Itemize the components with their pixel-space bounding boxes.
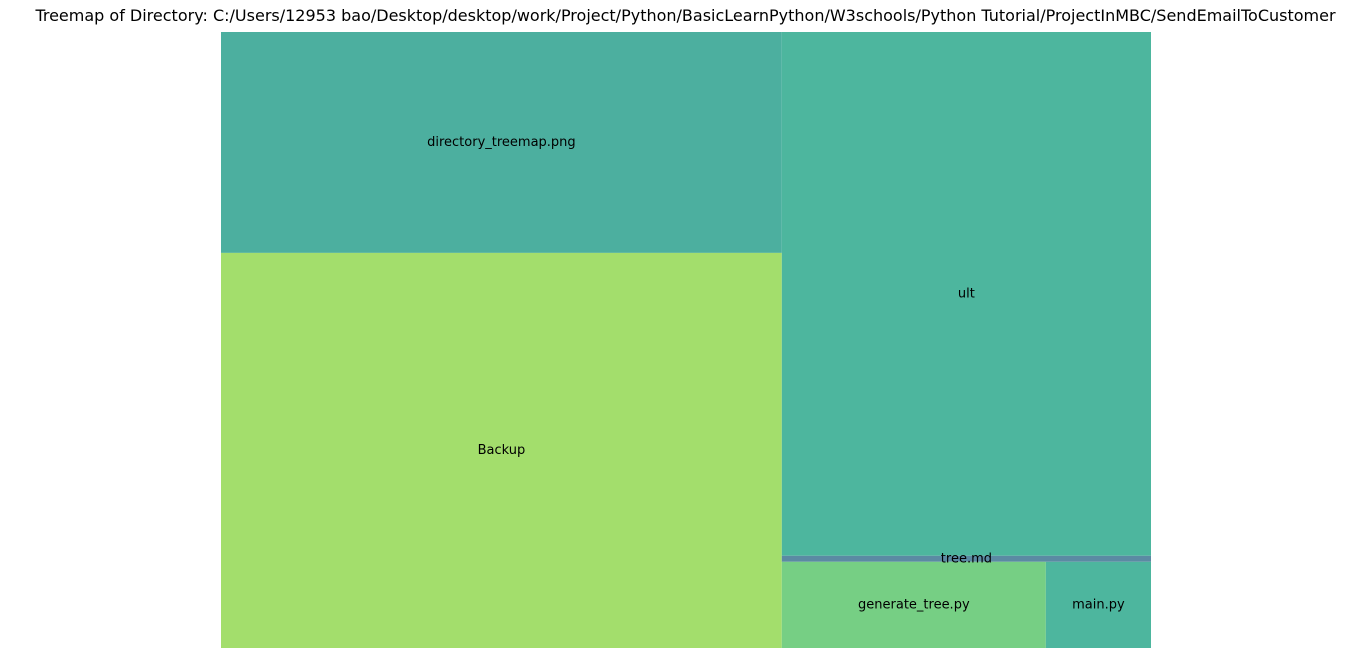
tile-directory-treemap-png [221, 32, 782, 253]
tile-backup [221, 252, 782, 649]
tile-label-main-py: main.py [1072, 597, 1125, 612]
tile-generate-tree-py [781, 561, 1046, 648]
treemap-tiles [221, 32, 1151, 649]
tile-main-py [1045, 561, 1151, 648]
tile-label-backup: Backup [478, 443, 526, 458]
tile-label-tree-md: tree.md [941, 551, 992, 566]
treemap-labels: directory_treemap.png Backup ult tree.md gen… [427, 135, 1125, 612]
tile-ult [781, 32, 1151, 556]
chart-title: Treemap of Directory: C:/Users/12953 bao… [35, 6, 1336, 25]
tile-label-ult: ult [958, 286, 975, 301]
tile-label-generate-tree-py: generate_tree.py [858, 597, 970, 612]
tile-label-directory-treemap-png: directory_treemap.png [427, 135, 576, 150]
tile-tree-md [781, 555, 1151, 562]
